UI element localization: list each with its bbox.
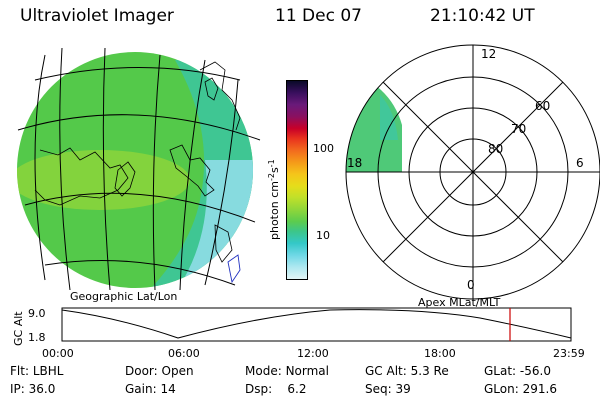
gc-alt-xtick-1: 06:00 <box>168 347 200 360</box>
date-label: 11 Dec 07 <box>275 6 362 26</box>
time-label: 21:10:42 UT <box>430 6 535 26</box>
status-glat: GLat: -56.0 <box>484 364 551 378</box>
mlt-18: 18 <box>347 156 362 170</box>
status-ip: IP: 36.0 <box>10 382 56 396</box>
colorbar <box>286 80 308 280</box>
status-gain: Gain: 14 <box>125 382 176 396</box>
svg-text:photon cm-2s-1: photon cm-2s-1 <box>267 159 281 240</box>
status-gc-alt: GC Alt: 5.3 Re <box>365 364 449 378</box>
map-label: Geographic Lat/Lon <box>70 290 177 303</box>
gc-alt-ytick-min: 1.8 <box>28 331 46 344</box>
unit-s: s <box>268 167 281 173</box>
mlat-60: 60 <box>535 99 550 113</box>
gc-alt-xtick-4: 23:59 <box>553 347 585 360</box>
status-seq: Seq: 39 <box>365 382 411 396</box>
gc-alt-xtick-0: 00:00 <box>42 347 74 360</box>
unit-exp2: -1 <box>267 159 276 167</box>
instrument-title: Ultraviolet Imager <box>20 6 174 26</box>
unit-exp1: -2 <box>267 173 276 181</box>
status-glon: GLon: 291.6 <box>484 382 557 396</box>
gc-alt-xtick-3: 18:00 <box>424 347 456 360</box>
status-mode: Mode: Normal <box>245 364 329 378</box>
mlt-0: 0 <box>467 278 475 292</box>
mlt-6: 6 <box>576 156 584 170</box>
colorbar-tick-10: 10 <box>316 229 330 242</box>
status-dsp: Dsp: 6.2 <box>245 382 307 396</box>
mlt-12: 12 <box>481 47 496 61</box>
mlat-80: 80 <box>488 142 503 156</box>
polar-label: Apex MLat/MLT <box>418 296 501 309</box>
gc-alt-axis-label: GC Alt <box>12 311 25 346</box>
gc-alt-ytick-max: 9.0 <box>28 307 46 320</box>
mlat-70: 70 <box>511 122 526 136</box>
colorbar-tick-100: 100 <box>313 142 334 155</box>
status-flt: Flt: LBHL <box>10 364 64 378</box>
unit-label-text: photon cm <box>268 181 281 240</box>
gc-alt-xtick-2: 12:00 <box>297 347 329 360</box>
status-door: Door: Open <box>125 364 194 378</box>
